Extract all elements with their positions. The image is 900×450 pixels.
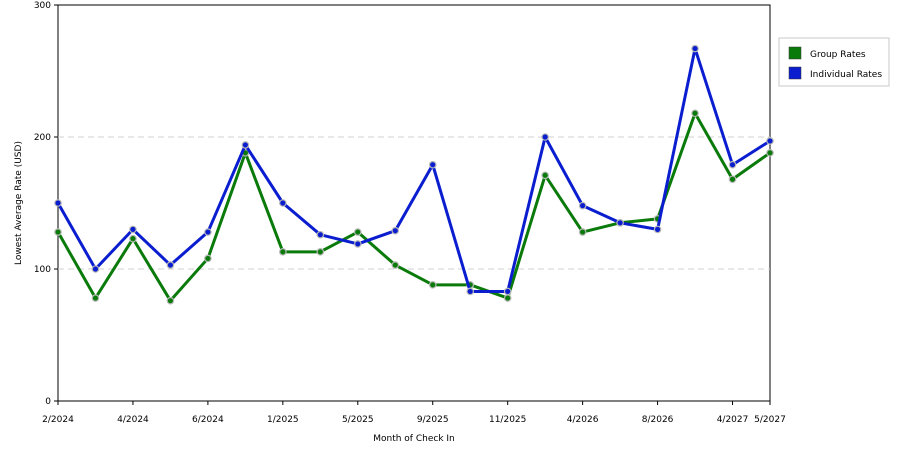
x-tick-label: 8/2026: [642, 415, 674, 425]
series-line-individual-rates: [56, 47, 771, 293]
series-line-group-rates: [56, 111, 771, 303]
data-point-individual-rates: [578, 201, 587, 210]
data-point-individual-rates: [503, 287, 512, 296]
gridlines: [58, 136, 770, 270]
series-lines: [54, 44, 774, 305]
x-axis-title: Month of Check In: [373, 434, 455, 444]
legend-label-individual-rates: Individual Rates: [810, 70, 882, 80]
y-tick-label: 100: [34, 265, 51, 275]
x-tick-label: 4/2027: [717, 415, 749, 425]
legend: Group Rates Individual Rates: [778, 37, 890, 87]
x-tick-label: 1/2025: [267, 415, 299, 425]
data-point-individual-rates: [129, 225, 137, 234]
x-tick-label: 11/2025: [489, 415, 526, 425]
y-axis: 0 100 200 300: [34, 1, 58, 407]
data-point-individual-rates: [241, 141, 250, 149]
data-point-individual-rates: [91, 265, 100, 273]
data-point-individual-rates: [466, 287, 475, 296]
x-tick-label: 4/2024: [117, 415, 149, 425]
data-point-group-rates: [541, 171, 549, 180]
data-point-individual-rates: [616, 219, 624, 227]
data-point-group-rates: [353, 228, 362, 236]
data-point-group-rates: [166, 296, 175, 305]
x-tick-label: 6/2024: [192, 415, 224, 425]
data-point-individual-rates: [316, 230, 325, 239]
y-axis-title: Lowest Average Rate (USD): [14, 141, 24, 265]
legend-label-group-rates: Group Rates: [810, 50, 866, 60]
data-point-individual-rates: [766, 137, 774, 145]
data-point-individual-rates: [204, 228, 212, 236]
data-point-group-rates: [204, 254, 212, 263]
legend-swatch-individual-rates: [788, 66, 802, 80]
x-tick-label: 9/2025: [417, 415, 449, 425]
plot-area: [57, 4, 771, 402]
x-tick-label: 2/2024: [42, 415, 74, 425]
data-point-individual-rates: [54, 199, 62, 207]
y-tick-label: 200: [34, 133, 51, 143]
data-point-group-rates: [578, 228, 587, 236]
data-point-individual-rates: [166, 261, 175, 269]
data-point-group-rates: [766, 149, 774, 157]
data-point-individual-rates: [428, 160, 437, 169]
data-point-group-rates: [129, 234, 137, 243]
data-point-individual-rates: [541, 133, 549, 141]
data-point-group-rates: [316, 248, 325, 256]
y-tick-label: 300: [34, 1, 51, 11]
data-point-individual-rates: [728, 160, 737, 169]
x-tick-label: 5/2025: [342, 415, 374, 425]
data-point-group-rates: [691, 109, 699, 118]
data-point-individual-rates: [691, 44, 699, 53]
data-point-group-rates: [428, 281, 437, 289]
data-point-individual-rates: [279, 199, 287, 207]
x-tick-label: 5/2027: [754, 415, 786, 425]
x-tick-label: 4/2026: [567, 415, 599, 425]
data-point-group-rates: [503, 294, 512, 302]
data-point-individual-rates: [653, 225, 662, 234]
data-point-group-rates: [91, 294, 100, 302]
data-point-group-rates: [391, 261, 400, 269]
data-point-individual-rates: [391, 226, 400, 235]
data-point-group-rates: [279, 248, 287, 256]
legend-swatch-group-rates: [788, 46, 802, 60]
data-point-group-rates: [728, 175, 737, 184]
data-point-individual-rates: [353, 240, 362, 248]
data-point-group-rates: [54, 228, 62, 236]
x-axis: 2/2024 4/2024 6/2024 1/2025 5/2025 9/2025 11/2…: [42, 401, 786, 425]
y-tick-label: 0: [45, 397, 51, 407]
